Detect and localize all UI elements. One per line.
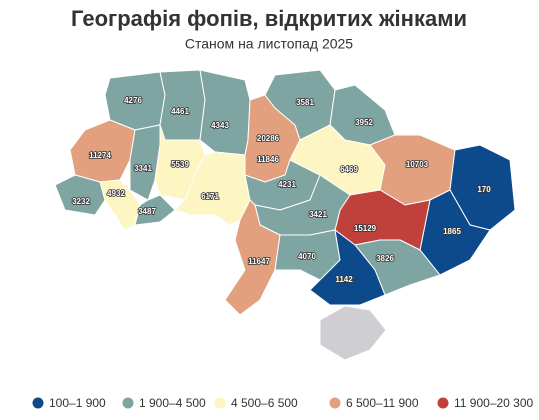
region-value: 5539 bbox=[171, 160, 189, 169]
region-value: 170 bbox=[477, 185, 491, 194]
legend: 100–1 900 1 900–4 500 4 500–6 500 6 500–11 … bbox=[32, 396, 534, 410]
region-value: 4343 bbox=[211, 121, 229, 130]
region-value: 4276 bbox=[124, 96, 142, 105]
region-value: 3952 bbox=[355, 118, 373, 127]
region-value: 3421 bbox=[309, 210, 327, 219]
region-value: 1142 bbox=[335, 275, 353, 284]
region-value: 4932 bbox=[107, 189, 125, 198]
region bbox=[174, 151, 251, 226]
region-value: 11274 bbox=[89, 151, 111, 160]
region-labels: 4276 4461 4343 20286 11846 3581 3952 11274 3341 5… bbox=[71, 95, 492, 285]
region bbox=[54, 174, 106, 216]
legend-swatch bbox=[214, 397, 226, 409]
region-value: 10703 bbox=[406, 160, 429, 169]
region bbox=[199, 69, 251, 156]
legend-label: 6 500–11 900 bbox=[346, 396, 419, 410]
legend-label: 1 900–4 500 bbox=[139, 396, 206, 410]
region-no-data bbox=[319, 305, 387, 361]
region-value: 6469 bbox=[340, 165, 358, 174]
region-value: 6171 bbox=[201, 192, 219, 201]
regions bbox=[54, 69, 516, 316]
region-value: 1865 bbox=[443, 227, 461, 236]
legend-swatch bbox=[329, 397, 341, 409]
region-value: 3232 bbox=[72, 197, 90, 206]
region-value: 3581 bbox=[296, 98, 314, 107]
region-value: 4231 bbox=[278, 180, 296, 189]
legend-swatch bbox=[32, 397, 44, 409]
legend-swatch bbox=[122, 397, 134, 409]
region-value: 20286 bbox=[257, 134, 280, 143]
region-value: 11846 bbox=[257, 155, 279, 164]
region-value: 3341 bbox=[134, 164, 152, 173]
map-title: Географія фопів, відкритих жінками bbox=[71, 6, 467, 31]
region bbox=[129, 124, 161, 201]
legend-swatch bbox=[437, 397, 449, 409]
legend-label: 4 500–6 500 bbox=[231, 396, 298, 410]
region bbox=[309, 229, 386, 306]
region-value: 3487 bbox=[138, 207, 156, 216]
region-value: 4461 bbox=[171, 107, 189, 116]
map-subtitle: Станом на листопад 2025 bbox=[185, 36, 353, 52]
region-value: 15129 bbox=[354, 224, 377, 233]
region-value: 11647 bbox=[248, 257, 270, 266]
region-value: 4070 bbox=[298, 252, 316, 261]
legend-label: 100–1 900 bbox=[49, 396, 106, 410]
region bbox=[224, 199, 281, 316]
legend-label: 11 900–20 300 bbox=[454, 396, 534, 410]
region-value: 3826 bbox=[376, 254, 394, 263]
region bbox=[159, 69, 206, 141]
